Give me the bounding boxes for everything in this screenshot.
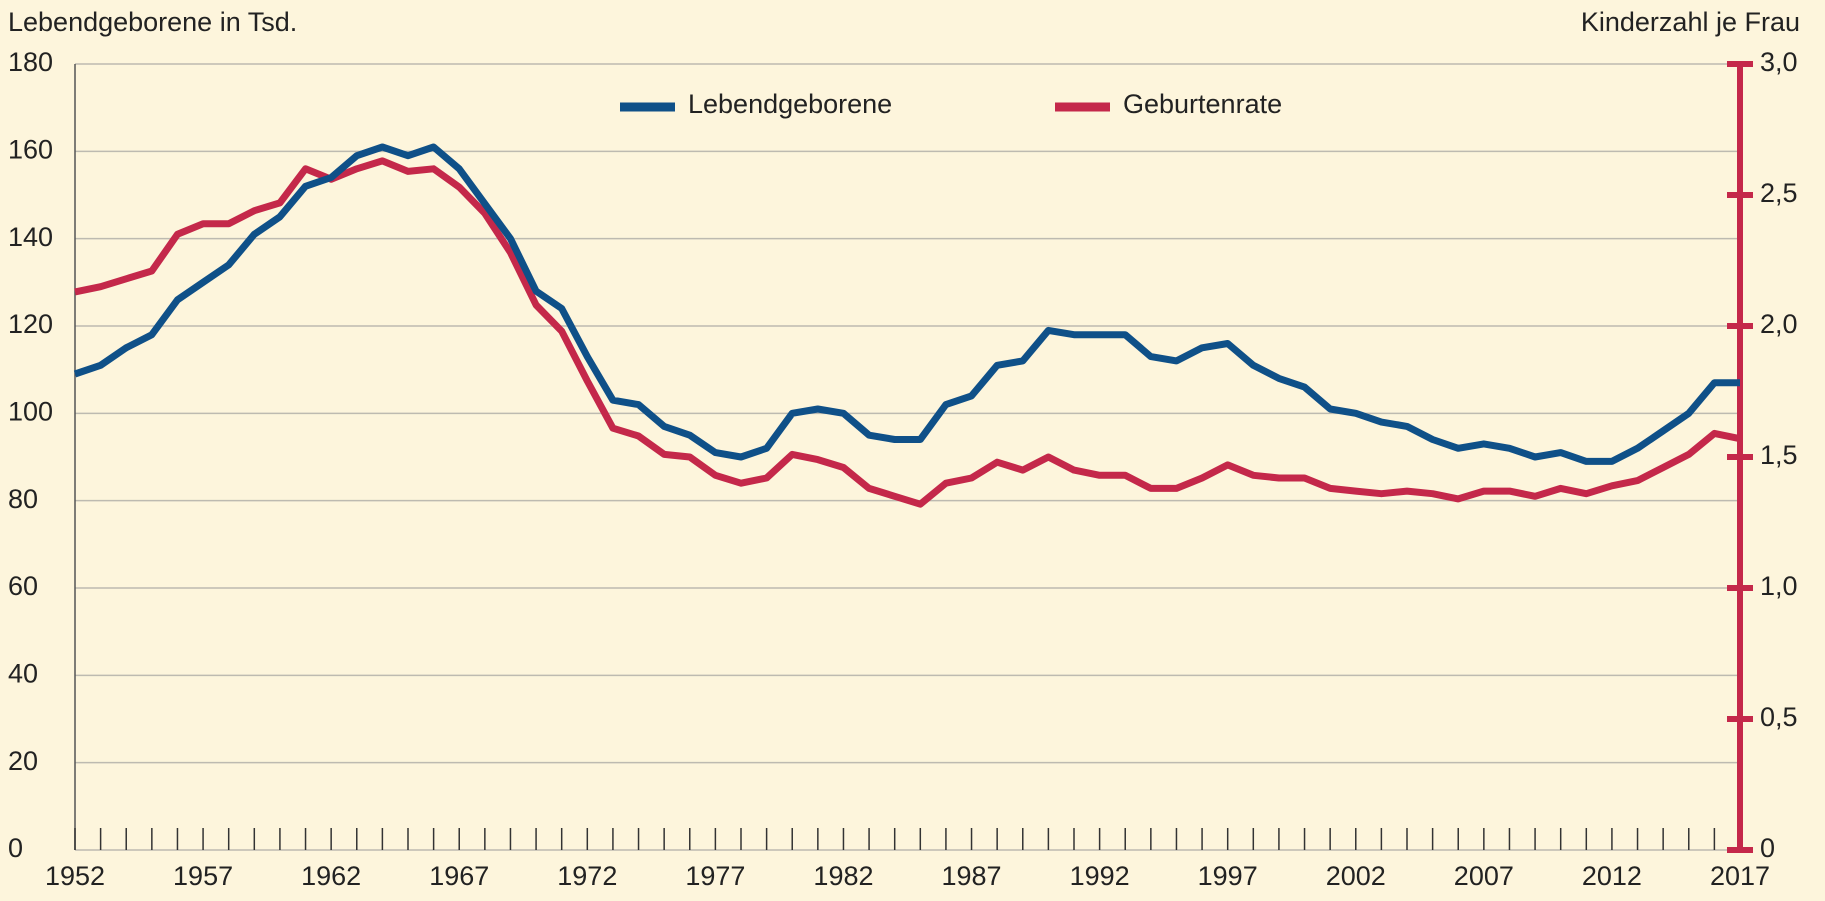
y2-tick-label: 1,0 (1760, 571, 1798, 601)
y2-tick-label: 2,0 (1760, 309, 1798, 339)
y-tick-label: 100 (8, 396, 53, 426)
x-tick-label: 1987 (941, 861, 1001, 891)
y2-tick-label: 0 (1760, 833, 1775, 863)
y2-tick-label: 2,5 (1760, 178, 1798, 208)
y-tick-label: 180 (8, 47, 53, 77)
x-tick-label: 2012 (1582, 861, 1642, 891)
legend-label: Geburtenrate (1123, 89, 1282, 119)
y-tick-label: 120 (8, 309, 53, 339)
y-tick-label: 60 (8, 571, 38, 601)
x-tick-label: 1977 (685, 861, 745, 891)
x-tick-label: 1997 (1198, 861, 1258, 891)
legend-label: Lebendgeborene (688, 89, 892, 119)
y-tick-label: 0 (8, 833, 23, 863)
y-tick-label: 20 (8, 746, 38, 776)
x-tick-label: 2017 (1710, 861, 1770, 891)
x-tick-label: 1952 (45, 861, 105, 891)
y-tick-label: 160 (8, 134, 53, 164)
y-tick-label: 140 (8, 222, 53, 252)
y2-tick-label: 0,5 (1760, 702, 1798, 732)
x-tick-label: 1962 (301, 861, 361, 891)
x-tick-label: 1967 (429, 861, 489, 891)
x-tick-label: 2002 (1326, 861, 1386, 891)
x-tick-label: 1982 (813, 861, 873, 891)
y-axis-label: Lebendgeborene in Tsd. (8, 7, 297, 37)
y-tick-label: 40 (8, 658, 38, 688)
y2-tick-label: 1,5 (1760, 440, 1798, 470)
series-line (74, 157, 1741, 508)
x-tick-label: 2007 (1454, 861, 1514, 891)
series-line (73, 143, 1740, 465)
x-tick-label: 1957 (173, 861, 233, 891)
y2-tick-label: 3,0 (1760, 47, 1798, 77)
x-tick-label: 1992 (1070, 861, 1130, 891)
y-tick-label: 80 (8, 484, 38, 514)
x-tick-label: 1972 (557, 861, 617, 891)
y2-axis-label: Kinderzahl je Frau (1581, 7, 1800, 37)
